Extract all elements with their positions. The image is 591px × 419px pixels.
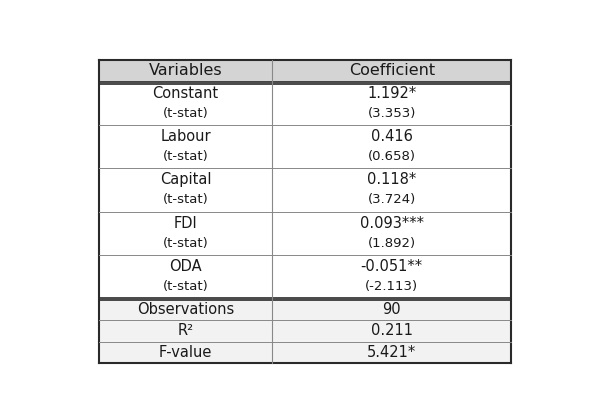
Text: 90: 90	[382, 302, 401, 317]
Text: 0.416: 0.416	[371, 129, 413, 144]
Bar	[99, 212, 511, 255]
Bar	[99, 341, 511, 363]
Text: Constant: Constant	[152, 86, 219, 101]
Bar	[99, 125, 511, 168]
Bar	[99, 255, 511, 298]
Text: (t-stat): (t-stat)	[163, 194, 209, 207]
Text: (3.353): (3.353)	[368, 107, 416, 120]
Text: ODA: ODA	[169, 259, 202, 274]
Text: (t-stat): (t-stat)	[163, 150, 209, 163]
Text: Coefficient: Coefficient	[349, 63, 435, 78]
Text: Observations: Observations	[137, 302, 234, 317]
Text: F-value: F-value	[159, 345, 212, 360]
Text: 0.118*: 0.118*	[367, 173, 417, 187]
Text: Variables: Variables	[149, 63, 222, 78]
Text: (t-stat): (t-stat)	[163, 280, 209, 293]
Text: Labour: Labour	[160, 129, 211, 144]
Text: (t-stat): (t-stat)	[163, 237, 209, 250]
Text: R²: R²	[177, 323, 194, 338]
Text: (0.658): (0.658)	[368, 150, 415, 163]
Text: 1.192*: 1.192*	[367, 86, 417, 101]
Text: FDI: FDI	[174, 216, 197, 231]
Text: Capital: Capital	[160, 173, 212, 187]
Bar	[99, 60, 511, 82]
Bar	[99, 298, 511, 320]
Text: (t-stat): (t-stat)	[163, 107, 209, 120]
Text: (1.892): (1.892)	[368, 237, 416, 250]
Bar	[99, 60, 511, 363]
Text: 0.211: 0.211	[371, 323, 413, 338]
Text: (-2.113): (-2.113)	[365, 280, 418, 293]
Text: 0.093***: 0.093***	[360, 216, 424, 231]
Text: -0.051**: -0.051**	[361, 259, 423, 274]
Text: 5.421*: 5.421*	[367, 345, 417, 360]
Bar	[99, 168, 511, 212]
Text: (3.724): (3.724)	[368, 194, 416, 207]
Bar	[99, 320, 511, 341]
Bar	[99, 82, 511, 125]
